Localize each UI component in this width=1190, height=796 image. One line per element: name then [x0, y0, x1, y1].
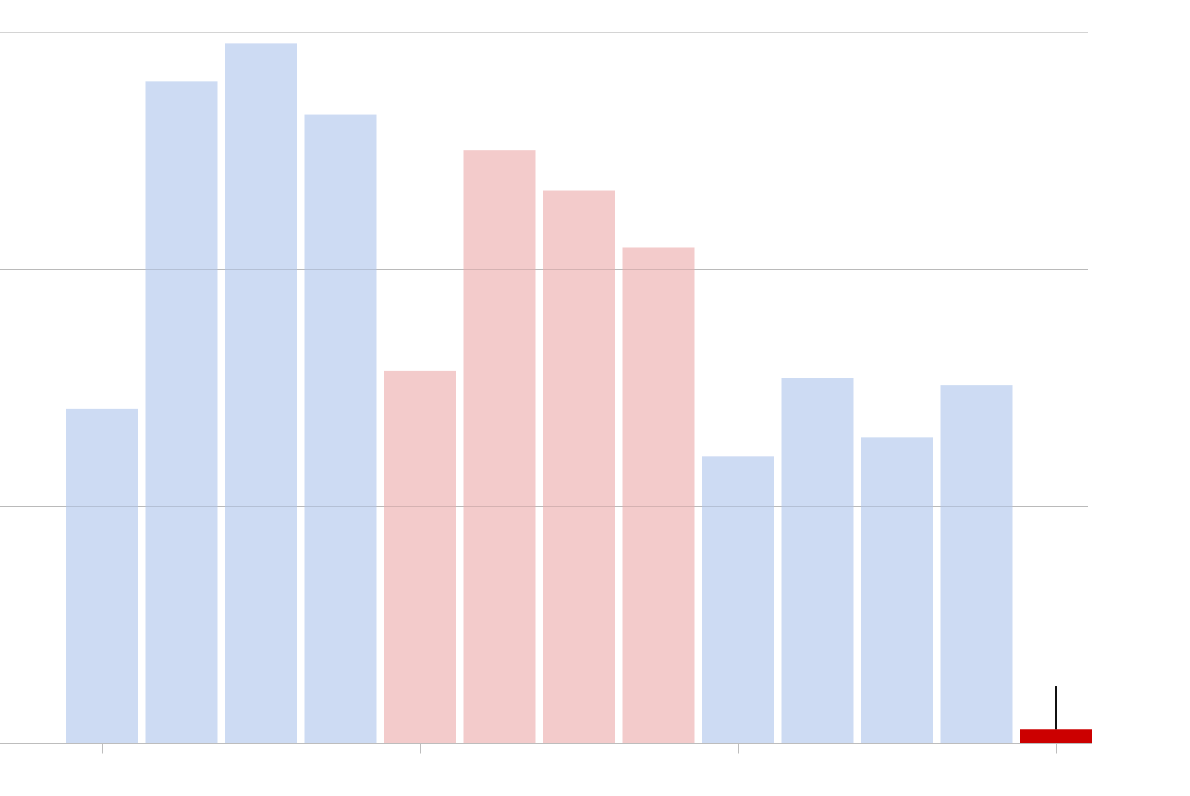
bar-2	[145, 81, 218, 744]
bar-12	[940, 385, 1013, 744]
bar-10	[781, 378, 854, 744]
bar-3	[225, 43, 297, 744]
bars	[0, 43, 1092, 744]
bar-6	[463, 150, 536, 744]
bar-1	[66, 408, 138, 744]
x-axis	[0, 743, 1092, 754]
bar-13	[1020, 729, 1092, 744]
bar-9	[702, 456, 774, 744]
bar-5	[384, 370, 456, 744]
bar-4	[304, 114, 377, 744]
bar-7	[543, 190, 615, 744]
bar-8	[622, 247, 695, 744]
bar-11	[861, 437, 933, 744]
